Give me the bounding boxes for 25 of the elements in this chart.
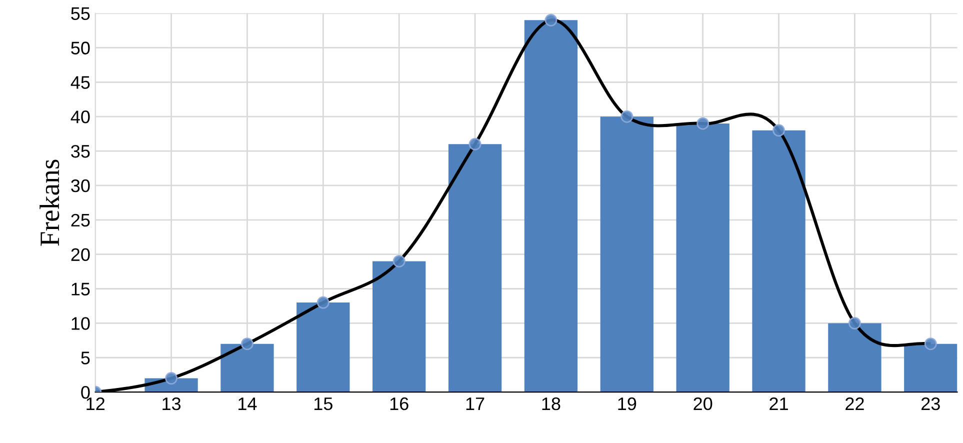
- y-tick-label: 35: [71, 144, 90, 158]
- x-tick-label: 17: [466, 398, 484, 410]
- y-tick-label: 15: [72, 282, 90, 296]
- y-tick-label: 25: [71, 214, 90, 227]
- x-tick-label: 22: [846, 397, 864, 410]
- x-tick-label: 19: [618, 397, 636, 410]
- y-tick-label: 5: [81, 352, 90, 364]
- x-tick-label: 18: [542, 397, 560, 410]
- x-tick-label: 16: [390, 397, 408, 410]
- x-tick-label: 12: [86, 397, 104, 410]
- y-tick-label: 30: [71, 179, 90, 192]
- x-tick-label: 15: [314, 398, 332, 410]
- x-tick-label: 13: [162, 397, 181, 410]
- y-tick-label: 40: [70, 110, 90, 124]
- y-tick-label: 20: [71, 248, 90, 262]
- x-tick-label: 21: [770, 397, 788, 410]
- y-tick-label: 10: [72, 317, 90, 330]
- y-tick-label: 0: [81, 386, 90, 399]
- y-tick-label: 55: [71, 7, 90, 20]
- y-tick-label: 50: [71, 42, 90, 54]
- y-tick-label: 45: [70, 76, 90, 89]
- x-tick-label: 20: [694, 397, 712, 410]
- x-tick-label: 23: [922, 397, 940, 410]
- x-tick-label: 14: [238, 398, 257, 410]
- y-axis-title: Frekans: [40, 160, 60, 246]
